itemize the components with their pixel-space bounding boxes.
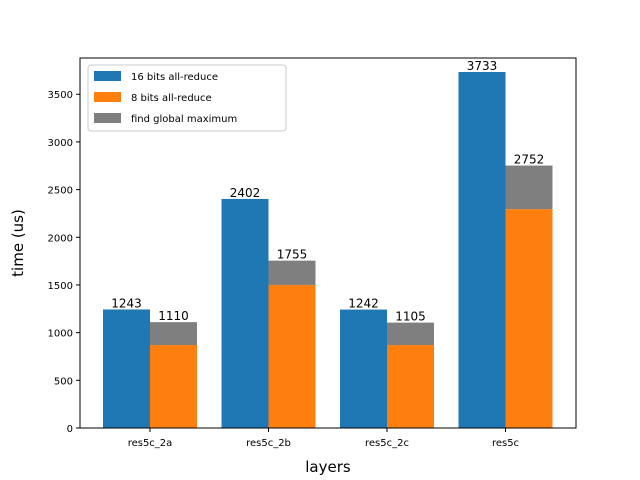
- bar-16bit-res5c_2c: [340, 309, 387, 428]
- x-tick-label: res5c_2c: [365, 438, 409, 449]
- legend-entry-label: find global maximum: [131, 114, 237, 125]
- plot-frame: [79, 57, 577, 429]
- data-label-8bit-res5c_2a: 1110: [158, 309, 189, 323]
- data-labels-layer: 1243 1110 2402 1755 1242 1105 3733 2752: [111, 59, 544, 324]
- x-axis-label: layers: [305, 458, 351, 476]
- bar-8bit-res5c_2b: [268, 284, 316, 428]
- x-axis: res5c_2a res5c_2b res5c_2c res5c: [128, 428, 519, 449]
- legend-swatch: [94, 71, 121, 81]
- bar-16bit-res5c_2b: [221, 198, 269, 428]
- y-tick-label: 0: [67, 424, 73, 435]
- y-tick-label: 3500: [48, 90, 73, 101]
- x-tick-label: res5c: [492, 438, 519, 449]
- data-label-8bit-res5c_2c: 1105: [395, 310, 426, 324]
- data-label-16bit-res5c: 3733: [467, 59, 498, 73]
- bar-find-max-res5c: [505, 165, 553, 210]
- bar-find-max-res5c_2a: [150, 322, 197, 346]
- data-label-8bit-res5c_2b: 1755: [277, 248, 308, 262]
- bar-8bit-res5c_2a: [150, 345, 197, 428]
- y-axis: 0 500 1000 1500 2000 2500 3000 3500: [48, 90, 80, 435]
- legend-entry-label: 16 bits all-reduce: [131, 72, 218, 83]
- y-axis-label: time (us): [9, 209, 27, 277]
- y-tick-label: 3000: [48, 138, 73, 149]
- bar-8bit-res5c_2c: [387, 345, 434, 428]
- y-tick-label: 500: [54, 376, 73, 387]
- legend-box: [87, 64, 287, 132]
- data-label-8bit-res5c: 2752: [514, 153, 545, 167]
- bar-16bit-res5c: [458, 72, 506, 429]
- x-tick-label: res5c_2a: [128, 438, 173, 449]
- y-tick-label: 1500: [48, 281, 73, 292]
- bar-find-max-res5c_2b: [268, 260, 316, 285]
- bar-16bit-res5c_2a: [103, 309, 150, 428]
- data-label-16bit-res5c_2a: 1243: [111, 296, 142, 310]
- data-label-16bit-res5c_2b: 2402: [230, 186, 261, 200]
- bars-layer: [103, 72, 553, 429]
- y-tick-label: 2000: [48, 233, 73, 244]
- y-tick-label: 2500: [48, 186, 73, 197]
- legend: 16 bits all-reduce 8 bits all-reduce find …: [87, 64, 287, 132]
- data-label-16bit-res5c_2c: 1242: [348, 297, 379, 311]
- legend-swatch: [94, 92, 121, 102]
- legend-entry-label: 8 bits all-reduce: [131, 93, 212, 104]
- legend-swatch: [94, 113, 121, 123]
- bar-find-max-res5c_2c: [387, 322, 434, 346]
- y-tick-label: 1000: [48, 329, 73, 340]
- bar-8bit-res5c: [505, 209, 553, 428]
- x-tick-label: res5c_2b: [246, 438, 291, 449]
